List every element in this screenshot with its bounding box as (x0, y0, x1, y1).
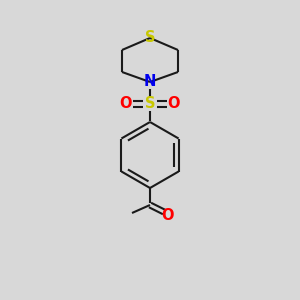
Text: S: S (145, 97, 155, 112)
Text: O: O (168, 97, 180, 112)
Text: S: S (145, 31, 155, 46)
Text: N: N (144, 74, 156, 89)
Text: O: O (162, 208, 174, 223)
Text: O: O (120, 97, 132, 112)
